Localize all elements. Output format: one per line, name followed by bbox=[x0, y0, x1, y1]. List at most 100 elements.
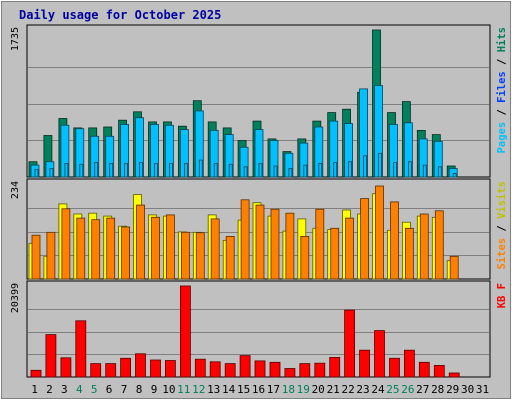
bar-sites-day-17 bbox=[270, 208, 280, 280]
bar-pages-day-13 bbox=[213, 162, 218, 178]
x-tick-label-day-28: 28 bbox=[431, 383, 444, 396]
bar-pages-day-14 bbox=[228, 163, 233, 178]
bar-pages-day-17 bbox=[273, 165, 278, 178]
bar-pages-day-5 bbox=[94, 162, 99, 178]
bar-kb-f-day-29 bbox=[448, 372, 460, 378]
x-tick-label-day-23: 23 bbox=[356, 383, 369, 396]
bar-sites-day-19 bbox=[300, 235, 310, 280]
x-tick-label-day-4: 4 bbox=[76, 383, 83, 396]
bar-sites-day-8 bbox=[136, 204, 145, 280]
bar-sites-day-14 bbox=[225, 235, 235, 280]
bar-pages-day-23 bbox=[363, 155, 368, 178]
bar-pages-day-15 bbox=[243, 166, 248, 178]
bar-kb-f-day-27 bbox=[418, 361, 430, 378]
bar-kb-f-day-13 bbox=[209, 361, 221, 378]
x-tick-label-day-14: 14 bbox=[222, 383, 236, 396]
bar-sites-day-21 bbox=[330, 227, 340, 280]
series-label-sites: Sites bbox=[496, 238, 508, 270]
bar-sites-day-2 bbox=[46, 231, 56, 280]
bar-pages-day-4 bbox=[79, 163, 84, 178]
x-tick-label-day-13: 13 bbox=[207, 383, 220, 396]
bar-kb-f-day-20 bbox=[314, 362, 326, 378]
chart-title: Daily usage for October 2025 bbox=[19, 8, 221, 22]
bar-pages-day-16 bbox=[258, 162, 263, 178]
x-tick-label-day-3: 3 bbox=[61, 383, 68, 396]
bar-sites-day-13 bbox=[210, 218, 220, 280]
bar-kb-f-day-9 bbox=[150, 359, 161, 378]
x-tick-label-day-10: 10 bbox=[162, 383, 175, 396]
bar-sites-day-27 bbox=[419, 213, 429, 280]
bar-pages-day-11 bbox=[183, 162, 188, 178]
bar-sites-day-20 bbox=[315, 208, 325, 280]
x-tick-label-day-27: 27 bbox=[416, 383, 429, 396]
bar-sites-day-5 bbox=[91, 219, 101, 280]
bar-pages-day-19 bbox=[303, 164, 308, 178]
bar-pages-day-29 bbox=[452, 173, 457, 178]
bar-pages-day-27 bbox=[422, 164, 427, 178]
bar-kb-f-day-7 bbox=[120, 357, 131, 378]
x-tick-label-day-21: 21 bbox=[327, 383, 340, 396]
bar-pages-day-10 bbox=[168, 162, 173, 178]
bar-sites-day-26 bbox=[404, 227, 414, 280]
series-labels-hits-files-pages: Pages / Files / Hits bbox=[496, 27, 508, 153]
bar-kb-f-day-18 bbox=[284, 368, 296, 378]
bar-kb-f-day-17 bbox=[269, 361, 281, 378]
x-tick-label-day-16: 16 bbox=[252, 383, 265, 396]
bar-sites-day-1 bbox=[31, 234, 41, 280]
x-tick-label-day-20: 20 bbox=[312, 383, 325, 396]
bar-kb-f-day-15 bbox=[239, 355, 251, 378]
ymax-label-kbytes: 20399 bbox=[10, 283, 21, 313]
x-tick-label-day-1: 1 bbox=[31, 383, 38, 396]
bar-kb-f-day-21 bbox=[329, 356, 341, 378]
bar-pages-day-28 bbox=[437, 166, 442, 178]
x-tick-label-day-15: 15 bbox=[237, 383, 250, 396]
x-tick-label-day-6: 6 bbox=[106, 383, 113, 396]
bar-kb-f-day-28 bbox=[433, 364, 445, 378]
x-tick-label-day-8: 8 bbox=[136, 383, 143, 396]
x-tick-label-day-29: 29 bbox=[446, 383, 459, 396]
bar-pages-day-22 bbox=[348, 161, 353, 178]
bar-kb-f-day-2 bbox=[45, 334, 57, 378]
bar-kb-f-day-24 bbox=[374, 330, 385, 378]
ymax-label-visits-sites: 234 bbox=[10, 181, 21, 199]
series-label-separator: / bbox=[496, 52, 508, 71]
bar-sites-day-28 bbox=[434, 210, 444, 280]
x-tick-label-day-22: 22 bbox=[341, 383, 354, 396]
bar-sites-day-11 bbox=[180, 231, 190, 280]
bar-sites-day-3 bbox=[61, 208, 71, 280]
ymax-label-hits-files-pages: 1735 bbox=[10, 27, 21, 51]
bar-pages-day-21 bbox=[333, 162, 338, 178]
x-tick-label-day-19: 19 bbox=[297, 383, 310, 396]
bar-sites-day-24 bbox=[375, 185, 384, 280]
bar-kb-f-day-22 bbox=[344, 309, 356, 378]
x-tick-label-day-26: 26 bbox=[401, 383, 414, 396]
x-tick-label-day-12: 12 bbox=[192, 383, 205, 396]
bar-sites-day-9 bbox=[151, 216, 160, 280]
bar-kb-f-day-1 bbox=[30, 369, 42, 378]
bar-kb-f-day-6 bbox=[105, 363, 117, 378]
bar-kb-f-day-26 bbox=[403, 349, 415, 378]
x-tick-label-day-25: 25 bbox=[386, 383, 399, 396]
bar-sites-day-29 bbox=[449, 255, 459, 280]
bar-kb-f-day-11 bbox=[179, 285, 191, 378]
x-tick-label-day-17: 17 bbox=[267, 383, 280, 396]
bar-kb-f-day-25 bbox=[389, 357, 400, 378]
x-tick-label-day-30: 30 bbox=[461, 383, 474, 396]
bar-pages-day-8 bbox=[139, 162, 143, 178]
bar-pages-day-25 bbox=[393, 162, 397, 178]
bar-sites-day-12 bbox=[195, 232, 205, 280]
series-label-separator: / bbox=[496, 103, 508, 122]
x-tick-label-day-7: 7 bbox=[121, 383, 128, 396]
bar-pages-day-9 bbox=[154, 162, 158, 178]
bar-kb-f-day-8 bbox=[135, 353, 146, 378]
bar-kb-f-day-12 bbox=[194, 358, 206, 378]
bar-sites-day-16 bbox=[255, 204, 265, 280]
bar-pages-day-18 bbox=[288, 168, 293, 178]
bar-pages-day-3 bbox=[64, 162, 69, 178]
bar-kb-f-day-16 bbox=[254, 360, 266, 378]
bar-kb-f-day-3 bbox=[60, 357, 72, 378]
x-tick-label-day-24: 24 bbox=[371, 383, 385, 396]
